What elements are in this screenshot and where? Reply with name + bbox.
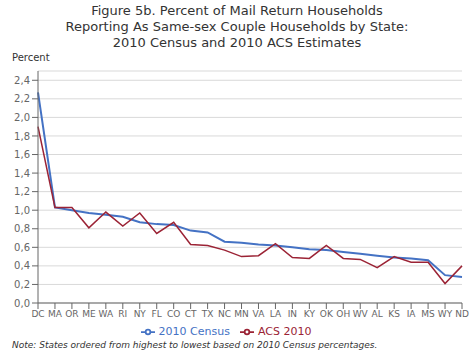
html-text:Note: States ordered from high: Note: States ordered from highest to low… xyxy=(12,340,378,350)
svg-text:0,4: 0,4 xyxy=(14,260,30,271)
svg-text:KS: KS xyxy=(388,309,400,319)
svg-text:WY: WY xyxy=(438,309,453,319)
svg-text:1,0: 1,0 xyxy=(14,205,30,216)
svg-text:KY: KY xyxy=(304,309,316,319)
svg-text:2,2: 2,2 xyxy=(14,93,30,104)
svg-text:ND: ND xyxy=(455,309,466,319)
svg-text:VA: VA xyxy=(253,309,266,319)
svg-text:IN: IN xyxy=(288,309,297,319)
svg-text:MS: MS xyxy=(421,309,435,319)
svg-text:RI: RI xyxy=(118,309,127,319)
svg-text:CO: CO xyxy=(167,309,180,319)
svg-text:OR: OR xyxy=(65,309,78,319)
svg-text:OK: OK xyxy=(320,309,334,319)
html-text:ACS 2010: ACS 2010 xyxy=(257,325,312,338)
svg-text:1,4: 1,4 xyxy=(14,168,30,179)
svg-text:WV: WV xyxy=(353,309,369,319)
svg-text:FL: FL xyxy=(152,309,162,319)
svg-text:2,0: 2,0 xyxy=(14,112,30,123)
svg-text:ME: ME xyxy=(82,309,96,319)
svg-text:NY: NY xyxy=(134,309,147,319)
html-text:2010 Census: 2010 Census xyxy=(158,325,230,338)
html-text:Figure 5b. Percent of Mail Ret: Figure 5b. Percent of Mail Return Househ… xyxy=(65,3,409,50)
svg-text:IA: IA xyxy=(407,309,417,319)
svg-text:DC: DC xyxy=(31,309,44,319)
html-text:Percent: Percent xyxy=(12,52,50,63)
svg-text:0,0: 0,0 xyxy=(14,298,30,309)
svg-text:CT: CT xyxy=(185,309,197,319)
svg-text:0,6: 0,6 xyxy=(14,242,30,253)
svg-text:1,2: 1,2 xyxy=(14,186,30,197)
svg-text:OH: OH xyxy=(336,309,350,319)
svg-text:MN: MN xyxy=(234,309,249,319)
svg-text:AL: AL xyxy=(372,309,383,319)
svg-text:WA: WA xyxy=(99,309,114,319)
svg-text:0,2: 0,2 xyxy=(14,279,30,290)
svg-text:MA: MA xyxy=(48,309,63,319)
svg-text:2,4: 2,4 xyxy=(14,75,30,86)
svg-text:0,8: 0,8 xyxy=(14,223,30,234)
svg-text:NC: NC xyxy=(218,309,231,319)
svg-text:LA: LA xyxy=(270,309,282,319)
svg-text:1,8: 1,8 xyxy=(14,131,30,142)
svg-text:TX: TX xyxy=(201,309,214,319)
svg-text:1,6: 1,6 xyxy=(14,149,30,160)
